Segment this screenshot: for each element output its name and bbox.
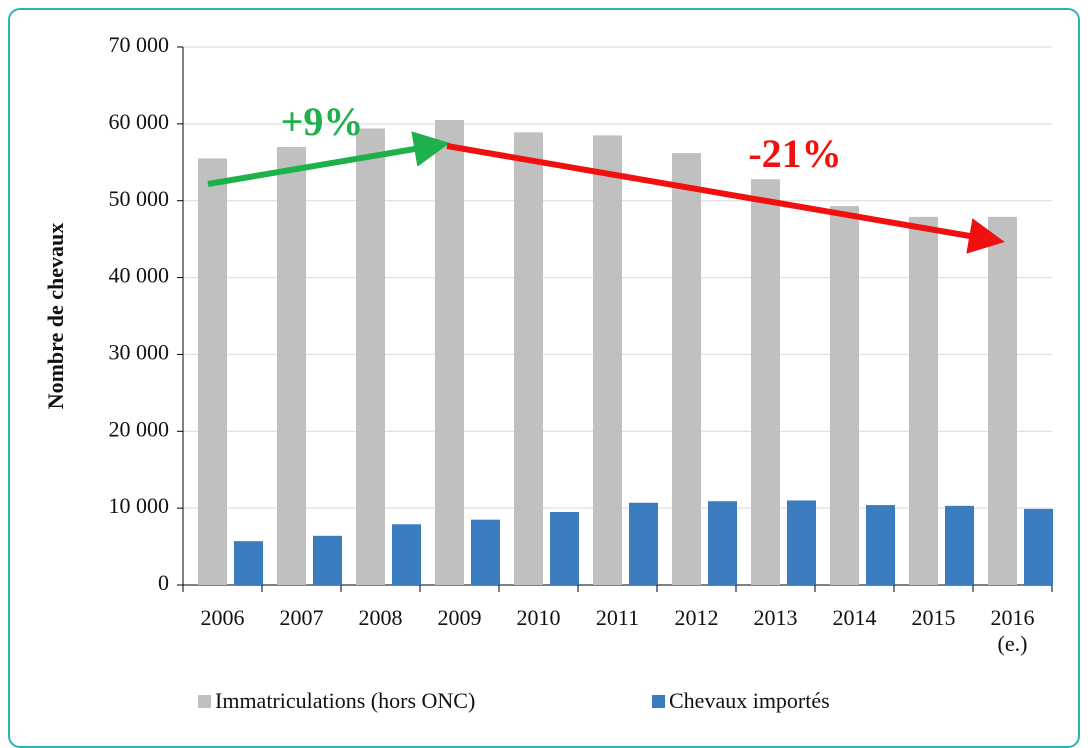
bar	[866, 505, 895, 585]
y-tick-label: 50 000	[109, 186, 170, 211]
bar	[471, 519, 500, 585]
bar	[708, 501, 737, 585]
x-tick-label: 2012	[674, 605, 719, 630]
bar	[830, 206, 859, 585]
x-tick-label: 2009	[437, 605, 482, 630]
page: Nombre de chevaux 0 10 000 20 000 30 000 40 …	[8, 8, 1080, 748]
bar	[550, 511, 579, 585]
annotation: -21%	[748, 131, 841, 176]
x-tick-label: 2007	[279, 605, 324, 630]
bar	[1024, 508, 1053, 585]
bar	[593, 135, 622, 585]
bar	[198, 158, 227, 585]
x-tick-label: 2013	[753, 605, 798, 630]
annotation: +9%	[281, 99, 364, 144]
bar	[514, 132, 543, 585]
bar	[356, 128, 385, 585]
bar	[392, 524, 421, 585]
bar	[672, 153, 701, 585]
legend-swatch	[198, 695, 211, 708]
x-tick-label: 2006	[200, 605, 245, 630]
legend-label: Immatriculations (hors ONC)	[215, 688, 475, 713]
x-tick-label: 2010	[516, 605, 561, 630]
y-tick-label: 30 000	[109, 339, 170, 364]
legend-label: Chevaux importés	[669, 688, 830, 713]
x-tick-label: 2008	[358, 605, 403, 630]
bar	[629, 502, 658, 585]
bar	[945, 505, 974, 585]
x-tick-label: 2014	[832, 605, 877, 630]
chart: Nombre de chevaux 0 10 000 20 000 30 000 40 …	[43, 32, 1053, 713]
bar	[313, 535, 342, 585]
y-tick-label: 10 000	[109, 493, 170, 518]
annotation-arrow	[446, 143, 1005, 254]
legend-swatch	[652, 695, 665, 708]
bar	[751, 179, 780, 586]
y-tick-label: 60 000	[109, 109, 170, 134]
y-axis-title: Nombre de chevaux	[43, 223, 68, 410]
annotation-arrow	[207, 131, 450, 187]
y-tick-label: 20 000	[109, 416, 170, 441]
bar	[435, 120, 464, 585]
x-tick-label: 2011	[595, 605, 640, 630]
y-tick-label: 0	[158, 570, 169, 595]
x-tick-label: 2015	[911, 605, 956, 630]
bar	[988, 216, 1017, 585]
bar	[234, 541, 263, 585]
y-tick-label: 40 000	[109, 263, 170, 288]
bar	[277, 146, 306, 585]
bar	[787, 500, 816, 585]
y-tick-label: 70 000	[109, 32, 170, 57]
x-tick-label: 2016 (e.)	[990, 605, 1035, 656]
bar	[909, 216, 938, 585]
